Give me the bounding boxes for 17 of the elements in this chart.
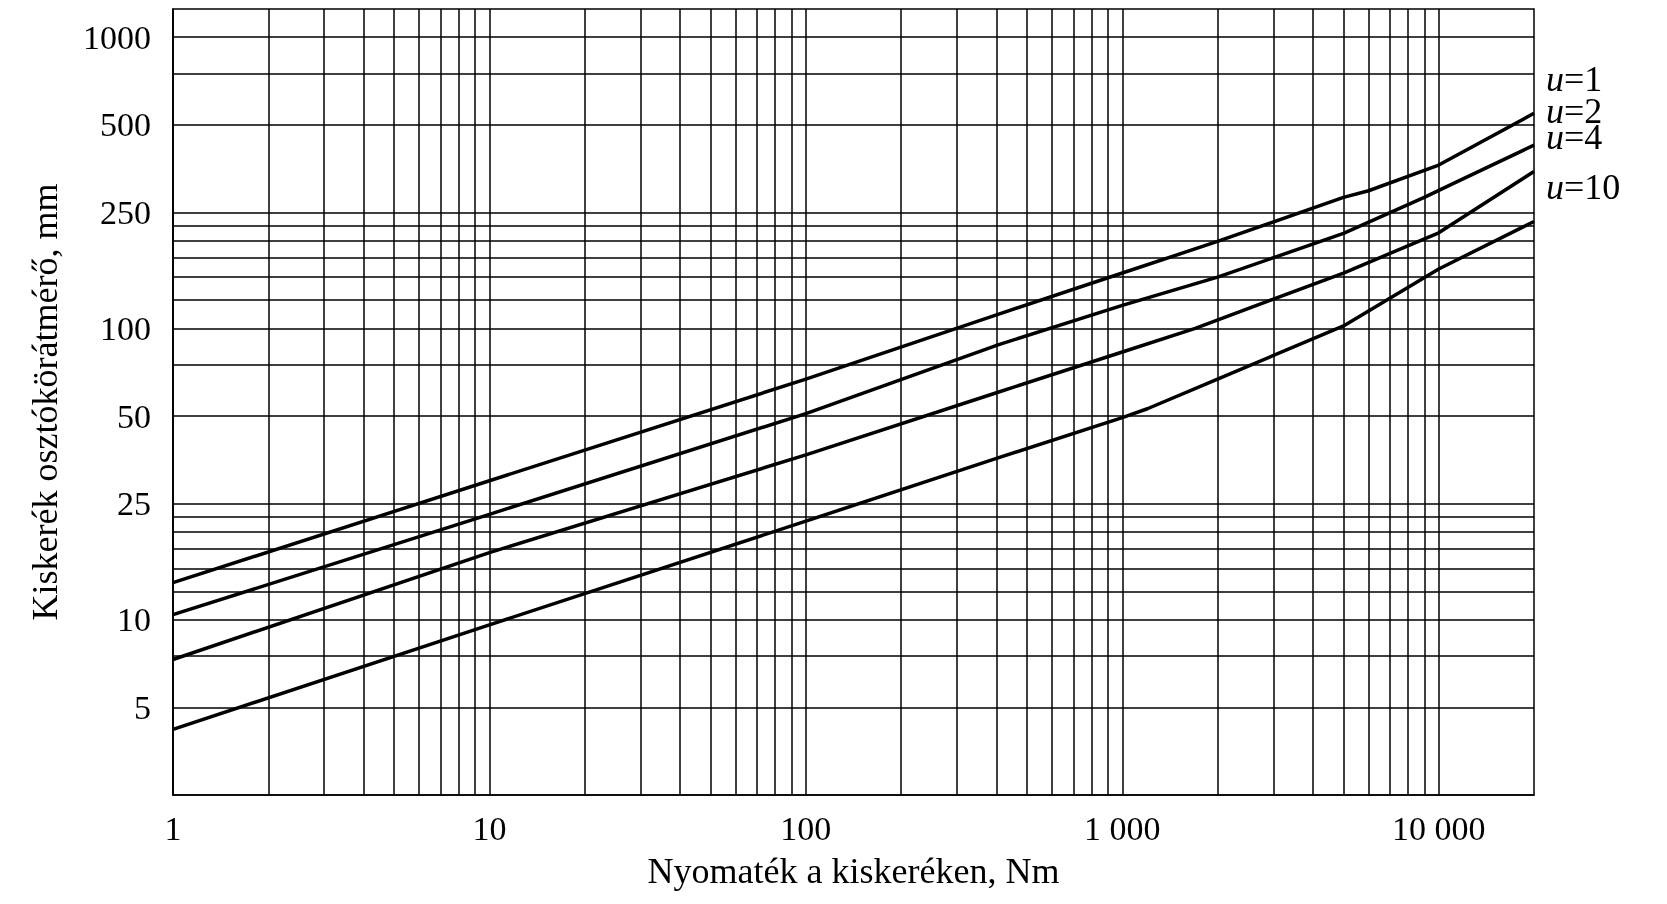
y-tick-label: 100 <box>100 309 151 347</box>
series-label: u=10 <box>1546 167 1621 208</box>
y-tick-label: 25 <box>117 485 151 523</box>
x-tick-label: 10 <box>472 809 507 847</box>
series-label: u=1 <box>1546 59 1603 100</box>
x-tick-label: 100 <box>780 809 832 847</box>
x-tick-label: 1 000 <box>1084 809 1161 847</box>
y-axis-title: Kiskerék osztókörátmérő, mm <box>25 183 65 621</box>
y-tick-label: 500 <box>100 106 151 144</box>
y-tick-label: 250 <box>100 194 151 232</box>
y-tick-label: 50 <box>117 397 151 435</box>
x-tick-label: 1 <box>164 809 182 847</box>
x-tick-label: 10 000 <box>1391 809 1486 847</box>
x-axis-title: Nyomaték a kiskeréken, Nm <box>647 851 1060 891</box>
y-tick-label: 5 <box>134 688 151 726</box>
y-tick-label: 1000 <box>83 18 151 56</box>
y-tick-label: 10 <box>117 601 151 639</box>
